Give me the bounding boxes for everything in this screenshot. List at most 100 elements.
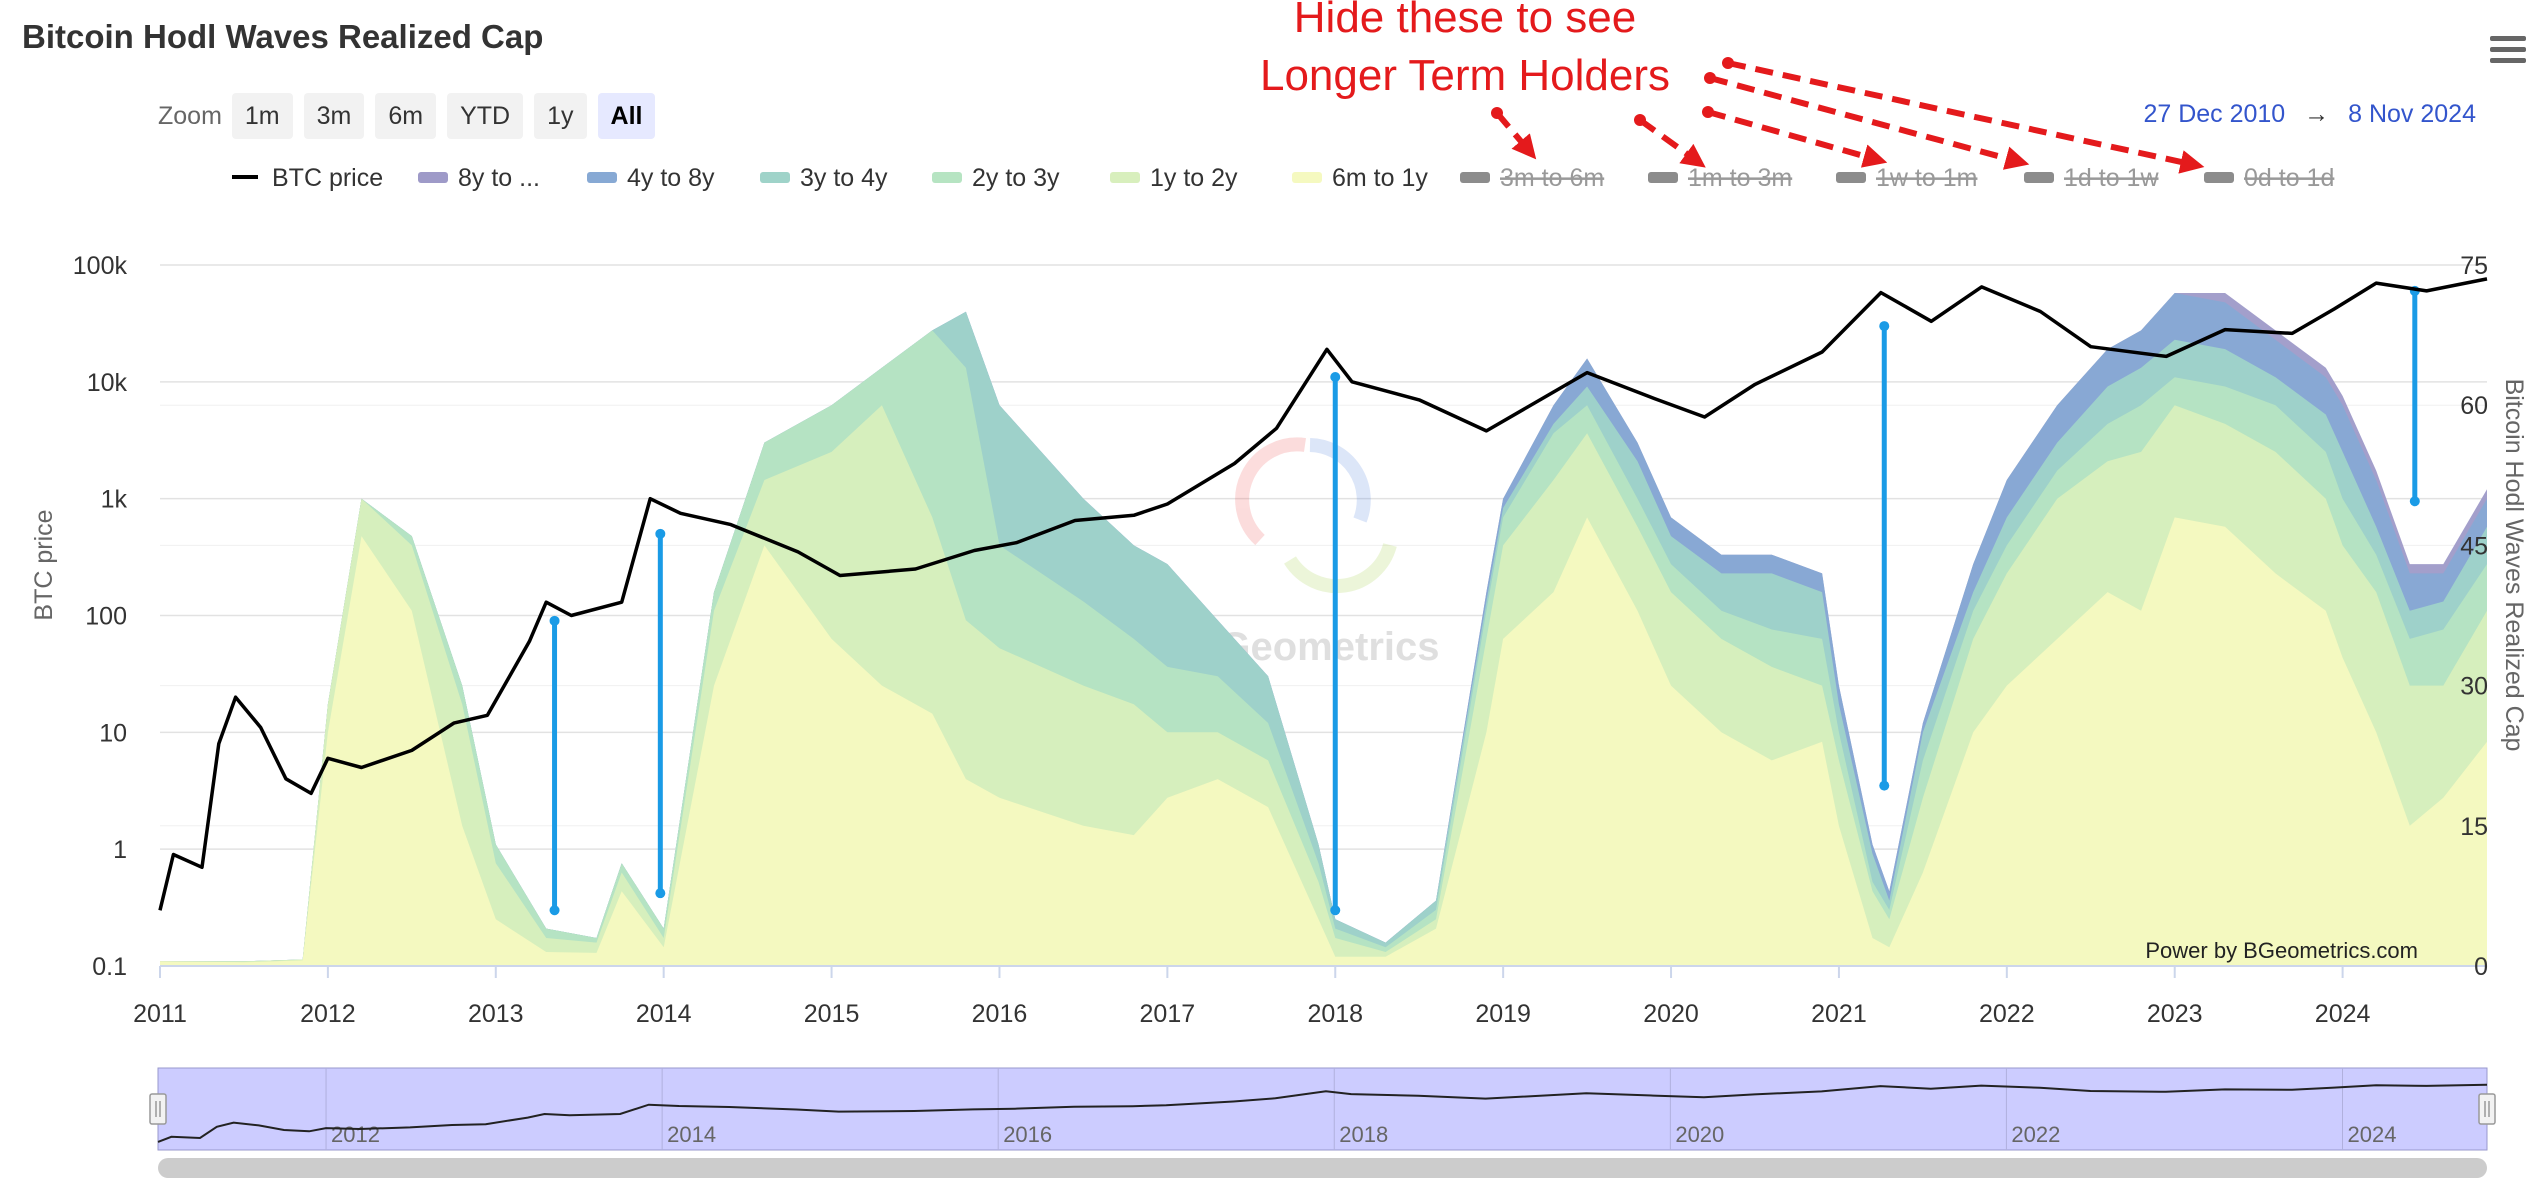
- legend-item[interactable]: 1y to 2y: [1110, 164, 1238, 192]
- drawdown-bottom-dot: [1879, 780, 1890, 791]
- zoom-label: Zoom: [158, 101, 222, 130]
- navigator-handle[interactable]: [2478, 1093, 2496, 1125]
- zoom-3m-button[interactable]: 3m: [303, 93, 365, 139]
- legend-label: BTC price: [272, 164, 383, 192]
- x-tick-label: 2018: [1307, 1000, 1363, 1028]
- left-axis-title: BTC price: [30, 509, 58, 620]
- left-tick-label: 100k: [73, 252, 128, 280]
- x-tick-label: 2023: [2147, 1000, 2203, 1028]
- navigator-price-line: [157, 1083, 2488, 1143]
- navigator-label: 2022: [2011, 1122, 2060, 1147]
- legend-label: 3y to 4y: [800, 164, 888, 192]
- legend-label: 1y to 2y: [1150, 164, 1238, 192]
- navigator-label: 2016: [1003, 1122, 1052, 1147]
- x-tick-label: 2011: [133, 1000, 187, 1028]
- legend-label: 3m to 6m: [1500, 164, 1604, 192]
- navigator-label: 2012: [331, 1122, 380, 1147]
- legend: BTC price 8y to ... 4y to 8y 3y to 4y 2y to …: [232, 164, 2334, 192]
- watermark-arc: [1284, 542, 1397, 594]
- legend-item[interactable]: 3m to 6m: [1460, 164, 1604, 192]
- navigator-label: 2014: [667, 1122, 716, 1147]
- chart-title: Bitcoin Hodl Waves Realized Cap: [22, 18, 544, 55]
- legend-label: 6m to 1y: [1332, 164, 1428, 192]
- legend-swatch: [932, 172, 962, 183]
- x-tick-label: 2020: [1643, 1000, 1699, 1028]
- right-tick-label: 60: [2460, 392, 2488, 420]
- right-tick-label: 30: [2460, 673, 2488, 701]
- drawdown-markers: [549, 285, 2420, 916]
- annotation: Hide these to see Longer Term Holders: [1260, 0, 2205, 174]
- watermark-logo: [1235, 437, 1397, 594]
- watermark-arc: [1235, 437, 1306, 546]
- right-tick-label: 0: [2474, 953, 2488, 981]
- drawdown-top-dot: [1330, 371, 1341, 382]
- drawdown-top-dot: [1879, 321, 1890, 332]
- legend-label: 0d to 1d: [2244, 164, 2334, 192]
- btc-price-line: [158, 277, 2488, 911]
- legend-item[interactable]: 1d to 1w: [2024, 164, 2159, 192]
- annotation-line-1: Hide these to see: [1294, 0, 1636, 42]
- hodl-waves: [160, 293, 2487, 966]
- x-tick-label: 2012: [300, 1000, 356, 1028]
- zoom-ytd-button[interactable]: YTD: [447, 93, 524, 139]
- watermark-arc: [1309, 438, 1371, 523]
- zoom-selector: Zoom 1m 3m 6m YTD 1y All: [158, 93, 666, 139]
- drawdown-bottom-dot: [655, 888, 666, 899]
- legend-swatch: [587, 172, 617, 183]
- navigator-label: 2020: [1675, 1122, 1724, 1147]
- legend-swatch: [1110, 172, 1140, 183]
- legend-swatch: [418, 172, 448, 183]
- legend-item[interactable]: 3y to 4y: [760, 164, 888, 192]
- credit-text: Power by BGeometrics.com: [2145, 938, 2418, 963]
- navigator-scrollbar[interactable]: [158, 1158, 2487, 1178]
- drawdown-bottom-dot: [549, 905, 560, 916]
- legend-item[interactable]: 0d to 1d: [2204, 164, 2334, 192]
- range-to-input[interactable]: 8 Nov 2024: [2348, 100, 2476, 128]
- zoom-6m-button[interactable]: 6m: [375, 93, 437, 139]
- legend-label: 1d to 1w: [2064, 164, 2159, 192]
- navigator-handle[interactable]: [149, 1093, 167, 1125]
- x-tick-label: 2022: [1979, 1000, 2035, 1028]
- legend-swatch: [1836, 172, 1866, 183]
- legend-label: 2y to 3y: [972, 164, 1060, 192]
- zoom-all-button[interactable]: All: [597, 93, 656, 139]
- x-tick-label: 2017: [1140, 1000, 1196, 1028]
- left-tick-label: 10: [99, 719, 127, 747]
- date-range-display: 27 Dec 2010 → 8 Nov 2024: [2143, 100, 2476, 129]
- legend-item[interactable]: 1w to 1m: [1836, 164, 1977, 192]
- x-tick-label: 2016: [972, 1000, 1028, 1028]
- navigator-selection[interactable]: [157, 1067, 2488, 1151]
- x-tick-label: 2014: [636, 1000, 692, 1028]
- drawdown-top-dot: [655, 528, 666, 539]
- legend-label: 1w to 1m: [1876, 164, 1977, 192]
- legend-swatch: [2204, 172, 2234, 183]
- annotation-arrow: [1707, 109, 1888, 168]
- legend-item[interactable]: BTC price: [232, 164, 383, 192]
- legend-label: 1m to 3m: [1688, 164, 1792, 192]
- left-tick-label: 100: [85, 603, 127, 631]
- legend-label: 8y to ...: [458, 164, 540, 192]
- legend-swatch: [1648, 172, 1678, 183]
- annotation-arrow: [1638, 117, 1706, 168]
- legend-item[interactable]: 6m to 1y: [1292, 164, 1428, 192]
- zoom-1m-button[interactable]: 1m: [231, 93, 293, 139]
- zoom-1y-button[interactable]: 1y: [534, 93, 587, 139]
- navigator-label: 2024: [2347, 1122, 2396, 1147]
- right-tick-label: 15: [2460, 813, 2488, 841]
- hamburger-menu-icon[interactable]: [2490, 36, 2526, 72]
- legend-label: 4y to 8y: [627, 164, 715, 192]
- x-tick-label: 2019: [1475, 1000, 1531, 1028]
- range-from-input[interactable]: 27 Dec 2010: [2143, 100, 2286, 128]
- annotation-line-2: Longer Term Holders: [1260, 51, 1670, 100]
- legend-item[interactable]: 1m to 3m: [1648, 164, 1792, 192]
- legend-item[interactable]: 4y to 8y: [587, 164, 715, 192]
- legend-item[interactable]: 2y to 3y: [932, 164, 1060, 192]
- x-tick-label: 2013: [468, 1000, 524, 1028]
- range-arrow: →: [2304, 100, 2330, 128]
- legend-item[interactable]: 8y to ...: [418, 164, 540, 192]
- legend-swatch: [1292, 172, 1322, 183]
- annotation-arrow: [1494, 111, 1537, 160]
- x-tick-label: 2015: [804, 1000, 860, 1028]
- left-tick-label: 10k: [87, 369, 128, 397]
